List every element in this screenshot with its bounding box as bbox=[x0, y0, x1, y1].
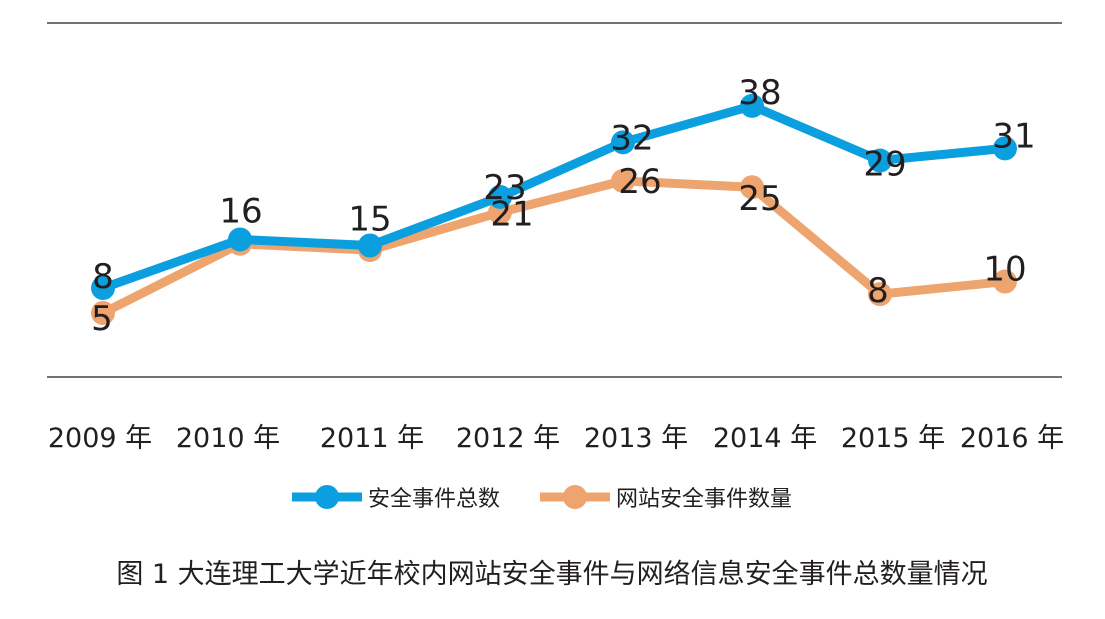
data-label: 8 bbox=[867, 271, 889, 311]
legend-label-website: 网站安全事件数量 bbox=[616, 487, 792, 512]
data-point bbox=[358, 233, 382, 258]
data-label: 26 bbox=[618, 162, 661, 202]
data-label: 21 bbox=[490, 194, 533, 234]
data-point bbox=[993, 136, 1017, 161]
data-point bbox=[740, 175, 764, 200]
x-tick-label: 2012 年 bbox=[456, 423, 560, 454]
data-label: 38 bbox=[738, 73, 781, 113]
data-label: 16 bbox=[219, 191, 262, 231]
data-point bbox=[868, 148, 892, 173]
legend: 安全事件总数 网站安全事件数量 bbox=[292, 485, 792, 512]
data-label: 25 bbox=[738, 179, 781, 219]
data-label: 31 bbox=[992, 116, 1035, 156]
data-label: 8 bbox=[92, 257, 114, 297]
x-tick-label: 2009 年 bbox=[48, 423, 152, 454]
data-label: 23 bbox=[483, 168, 526, 208]
data-point bbox=[868, 282, 892, 307]
data-point bbox=[488, 184, 512, 209]
data-label: 10 bbox=[983, 250, 1026, 290]
series-total bbox=[91, 93, 1017, 300]
legend-label-total: 安全事件总数 bbox=[368, 487, 500, 512]
data-label: 32 bbox=[610, 118, 653, 158]
data-point bbox=[611, 168, 635, 193]
x-tick-label: 2013 年 bbox=[584, 423, 688, 454]
data-point bbox=[611, 130, 635, 155]
x-tick-label: 2015 年 bbox=[841, 423, 945, 454]
data-point bbox=[91, 276, 115, 300]
data-point bbox=[228, 227, 252, 252]
figure-caption: 图 1 大连理工大学近年校内网站安全事件与网络信息安全事件总数量情况 bbox=[116, 559, 987, 590]
legend-item-website: 网站安全事件数量 bbox=[540, 485, 792, 512]
x-tick-label: 2011 年 bbox=[320, 423, 424, 454]
legend-marker-website bbox=[563, 485, 587, 509]
x-tick-label: 2014 年 bbox=[713, 423, 817, 454]
data-point bbox=[740, 93, 764, 118]
data-label: 15 bbox=[348, 200, 391, 240]
legend-item-total: 安全事件总数 bbox=[292, 485, 500, 512]
x-tick-label: 2010 年 bbox=[176, 423, 280, 454]
legend-marker-total bbox=[315, 485, 339, 509]
data-point bbox=[91, 301, 115, 325]
data-label: 29 bbox=[863, 145, 906, 185]
data-label: 5 bbox=[91, 299, 113, 339]
series-line bbox=[101, 101, 1006, 293]
x-tick-label: 2016 年 bbox=[960, 423, 1064, 454]
data-point bbox=[993, 269, 1017, 294]
